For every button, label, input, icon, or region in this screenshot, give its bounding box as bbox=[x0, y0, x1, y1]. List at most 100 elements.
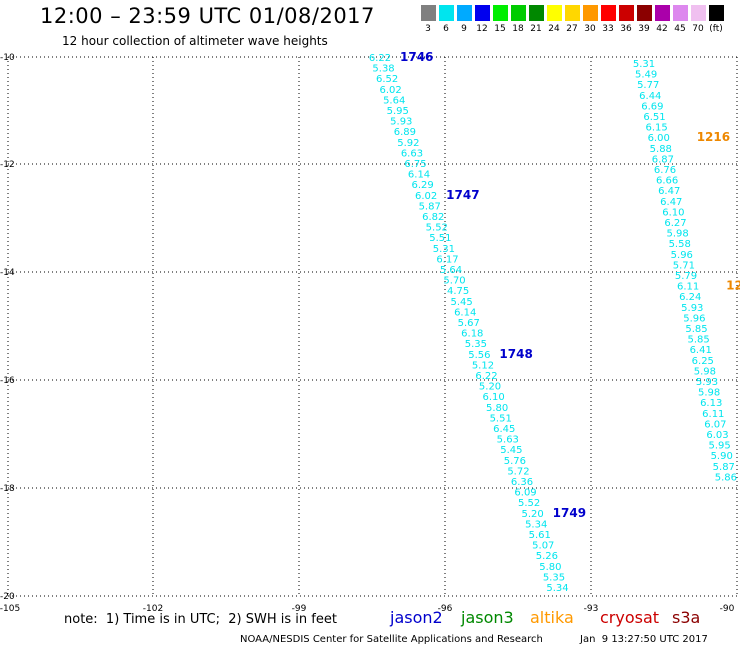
legend-swatch bbox=[655, 5, 670, 21]
swh-value: 6.00 bbox=[648, 133, 670, 144]
swh-value: 5.63 bbox=[497, 435, 519, 446]
swh-value: 6.75 bbox=[404, 159, 426, 170]
swh-value: 4.75 bbox=[447, 286, 469, 297]
footer-note: note: 1) Time is in UTC; 2) SWH is in fe… bbox=[64, 612, 337, 627]
swh-value: 6.02 bbox=[415, 191, 437, 202]
pass-time-label: 1748 bbox=[499, 347, 532, 361]
x-tick-label: -99 bbox=[292, 604, 307, 614]
satellite-name: s3a bbox=[672, 608, 701, 627]
swh-value: 6.22 bbox=[369, 53, 391, 64]
pass-time-label: 1747 bbox=[446, 188, 479, 202]
generation-timestamp: Jan 9 13:27:50 UTC 2017 bbox=[580, 634, 708, 645]
legend-label: 70 bbox=[692, 24, 704, 34]
legend-swatch bbox=[511, 5, 526, 21]
swh-value: 6.10 bbox=[662, 207, 684, 218]
y-tick-label: -14 bbox=[0, 268, 15, 278]
swh-value: 6.47 bbox=[660, 197, 682, 208]
legend-label: 15 bbox=[494, 24, 506, 34]
legend-label: (ft) bbox=[709, 24, 723, 34]
swh-value: 5.86 bbox=[715, 472, 737, 483]
satellite-name: altika bbox=[530, 608, 574, 627]
legend-swatch bbox=[439, 5, 454, 21]
swh-value: 6.82 bbox=[422, 212, 444, 223]
legend-swatch bbox=[583, 5, 598, 21]
swh-value: 5.34 bbox=[546, 583, 568, 594]
swh-value: 5.71 bbox=[673, 260, 695, 271]
swh-value: 6.15 bbox=[645, 123, 667, 134]
swh-value: 6.22 bbox=[475, 371, 497, 382]
swh-value: 6.14 bbox=[454, 307, 476, 318]
swh-value: 5.45 bbox=[451, 297, 473, 308]
swh-value: 5.70 bbox=[443, 276, 465, 287]
swh-value: 6.41 bbox=[690, 345, 712, 356]
swh-value: 5.92 bbox=[397, 138, 419, 149]
x-tick-label: -105 bbox=[0, 604, 20, 614]
legend-label: 18 bbox=[512, 24, 524, 34]
x-tick-label: -93 bbox=[584, 604, 599, 614]
swh-value: 5.95 bbox=[708, 441, 730, 452]
swh-value: 5.34 bbox=[525, 519, 547, 530]
swh-value: 6.47 bbox=[658, 186, 680, 197]
swh-value: 6.69 bbox=[641, 101, 663, 112]
swh-value: 6.02 bbox=[380, 85, 402, 96]
legend-swatch bbox=[709, 5, 724, 21]
swh-value: 6.87 bbox=[652, 154, 674, 165]
swh-value: 5.93 bbox=[696, 377, 718, 388]
swh-value: 6.13 bbox=[700, 398, 722, 409]
swh-value: 5.20 bbox=[522, 509, 544, 520]
legend-label: 39 bbox=[638, 24, 650, 34]
swh-value: 6.03 bbox=[706, 430, 728, 441]
swh-value: 6.63 bbox=[401, 148, 423, 159]
y-tick-label: -20 bbox=[0, 592, 15, 602]
swh-value: 5.80 bbox=[486, 403, 508, 414]
swh-value: 5.51 bbox=[490, 413, 512, 424]
swh-value: 5.12 bbox=[472, 360, 494, 371]
legend-label: 33 bbox=[602, 24, 614, 34]
swh-value: 5.93 bbox=[681, 303, 703, 314]
satellite-name: jason2 bbox=[390, 608, 443, 627]
pass-time-label: 1217 bbox=[726, 279, 740, 293]
legend-swatch bbox=[601, 5, 616, 21]
swh-value: 6.09 bbox=[514, 488, 536, 499]
legend-swatch bbox=[565, 5, 580, 21]
swh-value: 5.31 bbox=[433, 244, 455, 255]
x-tick-label: -96 bbox=[438, 604, 453, 614]
swh-value: 6.66 bbox=[656, 176, 678, 187]
map-subtitle: 12 hour collection of altimeter wave hei… bbox=[62, 34, 328, 48]
swh-value: 5.85 bbox=[685, 324, 707, 335]
swh-value: 6.36 bbox=[511, 477, 533, 488]
swh-value: 5.52 bbox=[518, 498, 540, 509]
swh-value: 5.88 bbox=[650, 144, 672, 155]
swh-value: 5.90 bbox=[711, 451, 733, 462]
swh-value: 5.98 bbox=[694, 366, 716, 377]
swh-value: 5.87 bbox=[713, 462, 735, 473]
swh-value: 5.79 bbox=[675, 271, 697, 282]
swh-value: 5.96 bbox=[683, 313, 705, 324]
swh-value: 6.10 bbox=[482, 392, 504, 403]
legend-label: 42 bbox=[656, 24, 668, 34]
swh-value: 5.35 bbox=[465, 339, 487, 350]
swh-value: 6.11 bbox=[677, 282, 699, 293]
swh-value: 5.80 bbox=[539, 562, 561, 573]
legend-label: 3 bbox=[425, 24, 431, 34]
pass-time-label: 1216 bbox=[697, 130, 730, 144]
legend-swatch bbox=[547, 5, 562, 21]
y-tick-label: -12 bbox=[0, 160, 15, 170]
swh-value: 6.52 bbox=[376, 74, 398, 85]
legend-swatch bbox=[637, 5, 652, 21]
swh-value: 6.27 bbox=[664, 218, 686, 229]
swh-value: 5.64 bbox=[383, 95, 405, 106]
legend-label: 6 bbox=[443, 24, 449, 34]
swh-value: 6.18 bbox=[461, 329, 483, 340]
satellite-name: cryosat bbox=[600, 608, 660, 627]
y-tick-label: -18 bbox=[0, 484, 15, 494]
swh-value: 6.89 bbox=[394, 127, 416, 138]
swh-value: 6.45 bbox=[493, 424, 515, 435]
swh-value: 6.24 bbox=[679, 292, 701, 303]
swh-value: 6.25 bbox=[692, 356, 714, 367]
legend-label: 30 bbox=[584, 24, 596, 34]
swh-value: 5.20 bbox=[479, 382, 501, 393]
swh-value: 5.58 bbox=[669, 239, 691, 250]
y-tick-label: -10 bbox=[0, 53, 15, 63]
swh-value: 5.98 bbox=[666, 229, 688, 240]
